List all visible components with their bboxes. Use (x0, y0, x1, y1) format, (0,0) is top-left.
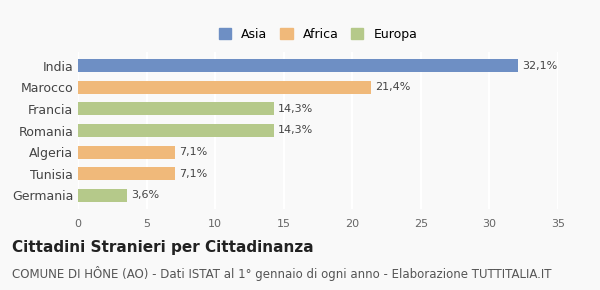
Text: 14,3%: 14,3% (278, 126, 313, 135)
Text: COMUNE DI HÔNE (AO) - Dati ISTAT al 1° gennaio di ogni anno - Elaborazione TUTTI: COMUNE DI HÔNE (AO) - Dati ISTAT al 1° g… (12, 267, 551, 281)
Bar (78, 81, 371, 94)
Bar (78, 146, 175, 159)
Bar (78, 124, 274, 137)
Text: 14,3%: 14,3% (278, 104, 313, 114)
Legend: Asia, Africa, Europa: Asia, Africa, Europa (215, 24, 421, 44)
Bar (78, 102, 274, 115)
Text: 7,1%: 7,1% (179, 169, 208, 179)
Bar (78, 167, 175, 180)
Text: Cittadini Stranieri per Cittadinanza: Cittadini Stranieri per Cittadinanza (12, 240, 314, 255)
Bar (78, 189, 127, 202)
Text: 32,1%: 32,1% (523, 61, 557, 71)
Bar (78, 59, 518, 72)
Text: 21,4%: 21,4% (376, 82, 411, 92)
Text: 3,6%: 3,6% (131, 190, 160, 200)
Text: 7,1%: 7,1% (179, 147, 208, 157)
